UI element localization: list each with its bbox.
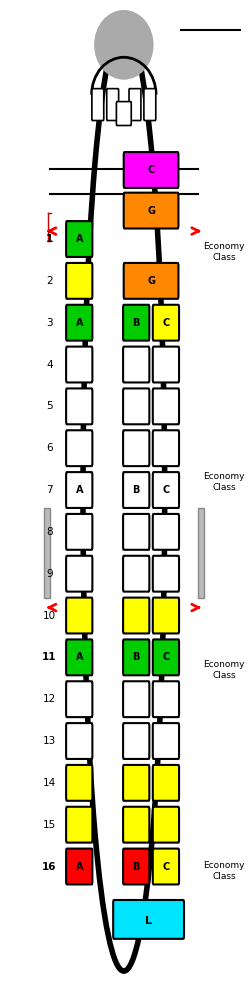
FancyBboxPatch shape [153,765,179,801]
FancyBboxPatch shape [113,900,184,939]
FancyBboxPatch shape [123,723,149,759]
Text: G: G [147,276,155,286]
Ellipse shape [83,25,165,971]
Bar [44,508,50,598]
FancyBboxPatch shape [123,598,149,633]
Text: C: C [162,652,170,662]
Text: A: A [76,652,83,662]
Text: 6: 6 [46,443,53,453]
Text: 3: 3 [46,318,53,328]
Text: 8: 8 [46,527,53,537]
Text: B: B [132,485,140,495]
FancyBboxPatch shape [123,305,149,341]
Text: 11: 11 [42,652,57,662]
FancyBboxPatch shape [153,305,179,341]
Text: G: G [147,205,155,215]
FancyBboxPatch shape [153,514,179,550]
Text: 9: 9 [46,569,53,579]
Text: 14: 14 [43,778,56,788]
FancyBboxPatch shape [153,849,179,884]
FancyBboxPatch shape [129,89,141,121]
FancyBboxPatch shape [153,347,179,382]
FancyBboxPatch shape [153,598,179,633]
FancyBboxPatch shape [66,221,92,257]
FancyBboxPatch shape [123,388,149,424]
Ellipse shape [94,10,154,80]
FancyBboxPatch shape [153,639,179,675]
FancyBboxPatch shape [153,723,179,759]
FancyBboxPatch shape [123,472,149,508]
FancyBboxPatch shape [123,514,149,550]
Text: A: A [76,234,83,244]
FancyBboxPatch shape [153,388,179,424]
FancyBboxPatch shape [107,89,119,121]
Text: Economy
Class: Economy Class [204,660,245,680]
Text: Economy
Class: Economy Class [204,242,245,262]
Text: 2: 2 [46,276,53,286]
Text: B: B [132,652,140,662]
FancyBboxPatch shape [144,89,156,121]
Text: 1: 1 [46,234,53,244]
FancyBboxPatch shape [153,472,179,508]
FancyBboxPatch shape [66,765,92,801]
FancyBboxPatch shape [153,430,179,466]
FancyBboxPatch shape [66,347,92,382]
Text: 16: 16 [42,862,57,872]
FancyBboxPatch shape [123,765,149,801]
Text: 10: 10 [43,611,56,621]
FancyBboxPatch shape [66,263,92,299]
FancyBboxPatch shape [153,556,179,592]
Text: Economy
Class: Economy Class [204,861,245,880]
Bar [198,508,203,598]
Text: 12: 12 [43,694,56,704]
FancyBboxPatch shape [66,807,92,843]
FancyBboxPatch shape [124,263,178,299]
FancyBboxPatch shape [123,639,149,675]
Text: C: C [162,318,170,328]
FancyBboxPatch shape [124,152,178,188]
FancyBboxPatch shape [123,556,149,592]
Text: B: B [132,862,140,872]
Text: L: L [145,916,152,926]
FancyBboxPatch shape [66,681,92,717]
Text: B: B [132,318,140,328]
Text: 7: 7 [46,485,53,495]
FancyBboxPatch shape [153,681,179,717]
Text: C: C [162,485,170,495]
FancyBboxPatch shape [66,305,92,341]
FancyBboxPatch shape [116,102,131,125]
FancyBboxPatch shape [66,556,92,592]
Text: Economy
Class: Economy Class [204,472,245,492]
Text: A: A [76,485,83,495]
FancyBboxPatch shape [66,388,92,424]
FancyBboxPatch shape [124,192,178,228]
Text: A: A [76,318,83,328]
FancyBboxPatch shape [66,430,92,466]
FancyBboxPatch shape [66,598,92,633]
FancyBboxPatch shape [123,849,149,884]
FancyBboxPatch shape [123,681,149,717]
FancyBboxPatch shape [153,807,179,843]
FancyBboxPatch shape [66,514,92,550]
Text: C: C [162,862,170,872]
FancyBboxPatch shape [92,89,104,121]
Text: C: C [148,165,155,175]
Text: 13: 13 [43,736,56,746]
Text: 4: 4 [46,360,53,370]
FancyBboxPatch shape [66,472,92,508]
FancyBboxPatch shape [66,723,92,759]
FancyBboxPatch shape [123,347,149,382]
Text: 5: 5 [46,401,53,411]
FancyBboxPatch shape [66,849,92,884]
Text: 15: 15 [43,820,56,830]
FancyBboxPatch shape [66,639,92,675]
FancyBboxPatch shape [123,807,149,843]
FancyBboxPatch shape [123,430,149,466]
Text: A: A [76,862,83,872]
